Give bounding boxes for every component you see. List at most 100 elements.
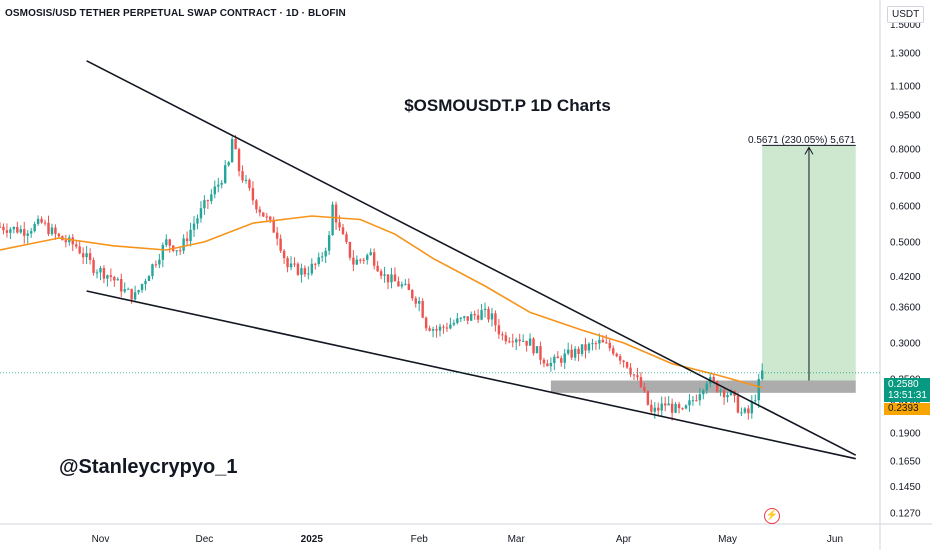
target-arrowhead — [804, 146, 814, 155]
candle-body — [760, 370, 764, 380]
candle-body — [272, 219, 275, 233]
candle-body — [636, 375, 639, 378]
candle-body — [393, 274, 397, 282]
candle-body — [556, 356, 560, 359]
candle-body — [366, 255, 369, 260]
candle-body — [618, 356, 622, 361]
candle-body — [688, 400, 691, 406]
candle-body — [223, 165, 227, 183]
candle-body — [466, 316, 469, 321]
last-price-tag: 0.2580 13:51:31 — [884, 378, 930, 402]
candle-body — [275, 232, 279, 239]
candle-body — [667, 403, 670, 406]
candle-body — [535, 346, 539, 354]
candle-body — [622, 360, 625, 363]
candle-body — [158, 259, 161, 265]
candle-body — [227, 162, 230, 166]
candle-body — [369, 252, 372, 256]
candle-body — [248, 179, 251, 189]
candle-body — [220, 182, 223, 185]
currency-button[interactable]: USDT — [887, 6, 925, 23]
candle-body — [317, 257, 320, 264]
candle-body — [29, 231, 33, 234]
x-tick-label: May — [718, 534, 737, 545]
candle-body — [314, 263, 317, 265]
candle-body — [355, 259, 359, 265]
candle-body — [702, 390, 705, 395]
y-tick-label: 1.3000 — [890, 49, 921, 60]
candle-body — [43, 222, 47, 224]
candle-body — [199, 208, 203, 219]
flash-icon[interactable]: ⚡ — [764, 508, 780, 524]
candle-body — [615, 353, 618, 357]
y-tick-label: 0.9500 — [890, 111, 921, 122]
candle-body — [244, 179, 248, 181]
candle-body — [674, 404, 677, 413]
candle-body — [341, 227, 345, 235]
candle-body — [137, 290, 140, 293]
candle-body — [625, 362, 629, 368]
candle-body — [102, 268, 106, 279]
candle-body — [99, 268, 102, 273]
countdown-value: 13:51:31 — [888, 390, 927, 401]
candle-body — [230, 139, 234, 163]
candle-body — [296, 263, 300, 275]
candle-body — [573, 348, 577, 358]
candle-body — [546, 363, 549, 367]
candle-body — [487, 308, 490, 320]
candle-body — [0, 226, 2, 228]
candle-body — [348, 242, 352, 258]
candle-body — [598, 339, 601, 344]
candle-body — [428, 328, 431, 331]
candle-body — [352, 257, 355, 265]
candle-body — [161, 245, 165, 260]
candle-body — [307, 273, 310, 275]
candle-body — [331, 204, 334, 236]
candle-body — [175, 250, 178, 252]
candle-body — [36, 218, 40, 224]
candle-body — [293, 263, 296, 265]
candle-body — [123, 289, 126, 292]
candle-body — [151, 264, 154, 277]
candle-body — [508, 341, 511, 343]
candle-body — [300, 268, 303, 275]
candle-body — [251, 188, 255, 201]
candle-body — [26, 233, 29, 236]
candle-body — [629, 367, 632, 375]
candle-body — [747, 408, 750, 414]
candle-body — [286, 258, 289, 268]
candle-body — [64, 240, 68, 243]
candle-body — [9, 229, 12, 233]
candle-body — [463, 316, 466, 318]
y-tick-label: 0.1650 — [890, 457, 921, 468]
candle-body — [154, 264, 158, 266]
candle-body — [560, 358, 563, 363]
candle-body — [431, 329, 435, 331]
x-tick-label: Nov — [92, 534, 110, 545]
candle-body — [2, 226, 5, 231]
candle-body — [663, 403, 667, 406]
last-price-value: 0.2580 — [888, 379, 919, 390]
candle-body — [549, 362, 553, 367]
candle-body — [269, 216, 272, 220]
candle-body — [532, 338, 535, 354]
candle-body — [438, 326, 442, 331]
y-tick-label: 0.3600 — [890, 302, 921, 313]
candle-body — [754, 400, 757, 402]
candle-body — [324, 250, 327, 257]
y-tick-label: 0.4200 — [890, 272, 921, 283]
candle-body — [750, 401, 754, 414]
candle-body — [563, 353, 566, 363]
candle-body — [421, 301, 424, 318]
candle-body — [165, 239, 168, 246]
candle-body — [490, 313, 494, 320]
candle-body — [210, 194, 213, 202]
candle-body — [50, 227, 54, 235]
candle-body — [95, 272, 99, 274]
candle-body — [459, 317, 462, 319]
candle-body — [722, 390, 726, 398]
candle-body — [501, 334, 504, 336]
y-tick-label: 0.6000 — [890, 201, 921, 212]
candle-body — [54, 227, 57, 234]
candle-body — [695, 400, 698, 402]
